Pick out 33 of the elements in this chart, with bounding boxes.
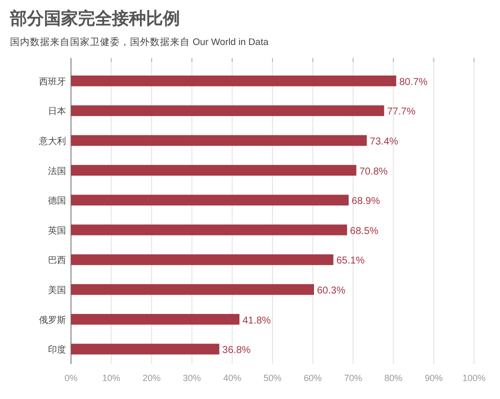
x-tick-label: 10% xyxy=(102,373,120,383)
y-tick-label: 俄罗斯 xyxy=(39,314,66,325)
y-tick-label: 法国 xyxy=(48,166,66,176)
data-label: 80.7% xyxy=(399,76,428,88)
y-tick-label: 英国 xyxy=(48,225,66,236)
title: 部分国家完全接种比例 xyxy=(10,9,180,28)
data-label: 70.8% xyxy=(359,166,388,178)
data-label: 73.4% xyxy=(370,136,398,148)
x-tick-label: 50% xyxy=(264,373,282,383)
y-tick-label: 印度 xyxy=(48,344,66,355)
x-tick-label: 80% xyxy=(384,373,402,383)
x-tick-label: 40% xyxy=(223,373,242,383)
y-tick-label: 巴西 xyxy=(48,255,66,266)
x-tick-label: 60% xyxy=(304,373,322,383)
data-label: 68.5% xyxy=(350,226,378,237)
data-label: 36.8% xyxy=(222,345,251,356)
data-label: 41.8% xyxy=(242,315,271,326)
y-tick-label: 西班牙 xyxy=(39,76,66,86)
data-label: 60.3% xyxy=(317,286,346,296)
x-tick-label: 100% xyxy=(462,373,486,383)
data-label: 77.7% xyxy=(387,106,416,118)
y-tick-label: 意大利 xyxy=(39,136,66,146)
y-tick-label: 德国 xyxy=(48,196,66,206)
data-label: 68.9% xyxy=(352,196,380,208)
x-tick-label: 20% xyxy=(142,373,161,383)
data-label: 65.1% xyxy=(336,256,365,267)
x-tick-label: 70% xyxy=(344,373,362,383)
subtitle: 国内数据来自国家卫健委，国外数据来自 Our World in Data xyxy=(10,37,268,48)
x-tick-label: 30% xyxy=(182,373,201,383)
x-tick-label: 0% xyxy=(64,373,78,383)
y-tick-label: 日本 xyxy=(48,106,66,116)
y-tick-label: 美国 xyxy=(48,285,66,295)
x-tick-label: 90% xyxy=(424,373,443,383)
